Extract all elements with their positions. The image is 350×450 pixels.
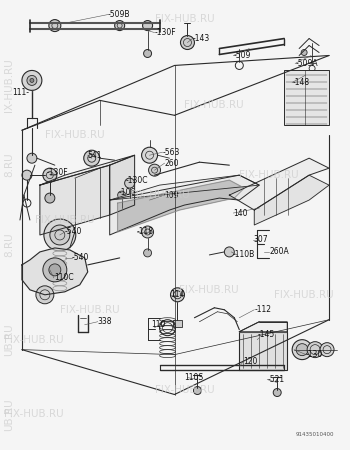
Text: UB.RU: UB.RU bbox=[4, 398, 14, 431]
Text: 140: 140 bbox=[233, 208, 248, 217]
Text: -143: -143 bbox=[193, 34, 210, 43]
Text: -563: -563 bbox=[162, 148, 180, 157]
Text: FIX-HUB.RU: FIX-HUB.RU bbox=[274, 290, 334, 300]
Text: FIX-HUB.RU: FIX-HUB.RU bbox=[184, 100, 244, 110]
Text: 109: 109 bbox=[164, 191, 179, 200]
Polygon shape bbox=[229, 158, 329, 210]
Polygon shape bbox=[118, 180, 244, 232]
Text: FIX-HUB.RU: FIX-HUB.RU bbox=[35, 215, 94, 225]
Circle shape bbox=[49, 20, 61, 32]
Polygon shape bbox=[110, 155, 135, 215]
Polygon shape bbox=[239, 322, 287, 332]
Polygon shape bbox=[254, 175, 329, 225]
Circle shape bbox=[44, 219, 76, 251]
Text: 91435010400: 91435010400 bbox=[295, 432, 334, 437]
Text: -118: -118 bbox=[136, 228, 154, 237]
Text: 110: 110 bbox=[152, 320, 166, 329]
Text: -112: -112 bbox=[254, 305, 271, 314]
Circle shape bbox=[296, 344, 308, 356]
Circle shape bbox=[118, 191, 126, 199]
Circle shape bbox=[307, 342, 323, 358]
Text: 114: 114 bbox=[170, 290, 185, 299]
Bar bbox=[284, 71, 329, 125]
Text: FIX-HUB.RU: FIX-HUB.RU bbox=[155, 14, 214, 23]
Circle shape bbox=[292, 340, 312, 360]
Bar bbox=[239, 332, 287, 369]
Text: 110C: 110C bbox=[54, 273, 74, 282]
Text: 260A: 260A bbox=[269, 248, 289, 256]
Text: FIX-HUB.RU: FIX-HUB.RU bbox=[60, 305, 119, 315]
Text: UB.RU: UB.RU bbox=[4, 324, 14, 356]
Circle shape bbox=[142, 226, 154, 238]
Text: -148: -148 bbox=[292, 78, 309, 87]
Circle shape bbox=[36, 286, 54, 304]
Circle shape bbox=[27, 76, 37, 86]
Circle shape bbox=[125, 178, 135, 188]
Circle shape bbox=[115, 21, 125, 31]
Text: -509: -509 bbox=[233, 51, 251, 60]
Text: 260: 260 bbox=[164, 159, 179, 168]
Circle shape bbox=[224, 247, 234, 257]
Text: -509B: -509B bbox=[108, 10, 130, 19]
Circle shape bbox=[22, 170, 32, 180]
Text: -509A: -509A bbox=[295, 59, 318, 68]
Text: FIX-HUB.RU: FIX-HUB.RU bbox=[239, 170, 299, 180]
Text: 120: 120 bbox=[243, 357, 258, 366]
Circle shape bbox=[43, 168, 57, 182]
Text: FIX-HUB.RU: FIX-HUB.RU bbox=[180, 285, 239, 295]
Circle shape bbox=[301, 50, 307, 55]
Text: FIX-HUB.RU: FIX-HUB.RU bbox=[155, 385, 214, 395]
Text: -130C: -130C bbox=[126, 176, 148, 184]
Text: FIX-HUB.RU: FIX-HUB.RU bbox=[4, 410, 64, 419]
Circle shape bbox=[144, 249, 152, 257]
Text: 110S: 110S bbox=[184, 373, 204, 382]
Polygon shape bbox=[110, 175, 259, 200]
Circle shape bbox=[49, 264, 61, 276]
Circle shape bbox=[84, 150, 100, 166]
Circle shape bbox=[142, 21, 153, 31]
Text: -540: -540 bbox=[72, 253, 89, 262]
Circle shape bbox=[148, 164, 161, 176]
Text: FIX-HUB.RU: FIX-HUB.RU bbox=[4, 335, 64, 345]
Text: 541: 541 bbox=[88, 151, 102, 160]
Text: -130: -130 bbox=[306, 350, 323, 359]
Text: -106: -106 bbox=[119, 188, 136, 197]
Text: -130F: -130F bbox=[155, 28, 176, 37]
Circle shape bbox=[170, 288, 184, 302]
Circle shape bbox=[320, 342, 334, 356]
Text: 338: 338 bbox=[98, 317, 112, 326]
Circle shape bbox=[144, 50, 152, 58]
Circle shape bbox=[273, 388, 281, 396]
Text: FIX-HUB.RU: FIX-HUB.RU bbox=[45, 130, 105, 140]
Circle shape bbox=[194, 387, 201, 395]
Bar bbox=[173, 320, 182, 327]
Circle shape bbox=[142, 147, 158, 163]
Circle shape bbox=[43, 258, 67, 282]
Circle shape bbox=[181, 36, 195, 50]
Circle shape bbox=[45, 193, 55, 203]
Text: -145: -145 bbox=[257, 330, 274, 339]
Text: 8.RU: 8.RU bbox=[4, 233, 14, 257]
Polygon shape bbox=[40, 165, 110, 235]
Text: -540: -540 bbox=[65, 228, 82, 237]
Polygon shape bbox=[22, 248, 88, 295]
Text: -110B: -110B bbox=[232, 250, 254, 259]
Text: 8.RU: 8.RU bbox=[4, 153, 14, 177]
Text: FIX-HUB.RU: FIX-HUB.RU bbox=[130, 190, 189, 200]
Polygon shape bbox=[110, 175, 259, 235]
Text: IX-HUB.RU: IX-HUB.RU bbox=[4, 58, 14, 112]
Circle shape bbox=[50, 225, 70, 245]
Text: -130F: -130F bbox=[47, 168, 69, 177]
Text: 111-: 111- bbox=[12, 88, 29, 97]
Circle shape bbox=[30, 78, 34, 82]
Polygon shape bbox=[40, 155, 135, 185]
Text: 307: 307 bbox=[253, 235, 268, 244]
Circle shape bbox=[22, 71, 42, 90]
Circle shape bbox=[27, 153, 37, 163]
Text: -521: -521 bbox=[267, 375, 284, 384]
